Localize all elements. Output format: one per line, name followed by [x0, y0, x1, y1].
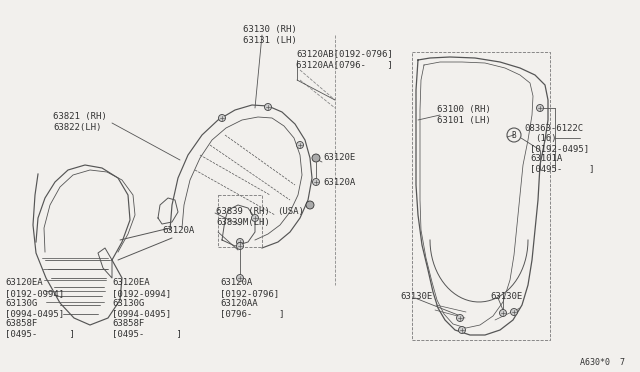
Text: 63130G: 63130G	[112, 299, 144, 308]
Text: 63858F: 63858F	[112, 319, 144, 328]
Text: 63130E: 63130E	[400, 292, 432, 301]
Text: 63120A: 63120A	[220, 278, 252, 287]
Text: 63120E: 63120E	[323, 153, 355, 162]
Circle shape	[499, 310, 506, 317]
Text: 63822(LH): 63822(LH)	[53, 123, 101, 132]
Text: (16): (16)	[535, 134, 557, 143]
Text: 63130G: 63130G	[5, 299, 37, 308]
Circle shape	[237, 243, 243, 250]
Text: 63101A: 63101A	[530, 154, 563, 163]
Circle shape	[306, 201, 314, 209]
Text: [0796-     ]: [0796- ]	[220, 309, 285, 318]
Text: [0192-0495]: [0192-0495]	[530, 144, 589, 153]
Text: 63100 (RH): 63100 (RH)	[437, 105, 491, 114]
Text: 08363-6122C: 08363-6122C	[524, 124, 583, 133]
Text: 63130 (RH): 63130 (RH)	[243, 25, 297, 34]
Circle shape	[312, 179, 319, 186]
Circle shape	[264, 103, 271, 110]
Circle shape	[252, 215, 259, 221]
Text: 63839 (RH): 63839 (RH)	[216, 207, 269, 216]
Circle shape	[456, 314, 463, 321]
Text: 63120EA: 63120EA	[5, 278, 43, 287]
Text: 63821 (RH): 63821 (RH)	[53, 112, 107, 121]
Text: [0495-     ]: [0495- ]	[530, 164, 595, 173]
Text: A630*0  7: A630*0 7	[580, 358, 625, 367]
Text: 63120EA: 63120EA	[112, 278, 150, 287]
Text: [0192-0994]: [0192-0994]	[5, 289, 64, 298]
Text: [0495-      ]: [0495- ]	[5, 329, 75, 338]
Text: B: B	[512, 131, 516, 140]
Text: 63101 (LH): 63101 (LH)	[437, 116, 491, 125]
Circle shape	[458, 327, 465, 334]
Text: 63839M(LH): 63839M(LH)	[216, 218, 269, 227]
Text: [0192-0796]: [0192-0796]	[220, 289, 279, 298]
Text: (USA): (USA)	[277, 207, 304, 216]
Circle shape	[536, 105, 543, 112]
Text: 63120AA[0796-    ]: 63120AA[0796- ]	[296, 60, 393, 69]
Text: [0495-      ]: [0495- ]	[112, 329, 182, 338]
Text: 63858F: 63858F	[5, 319, 37, 328]
Text: 63120AB[0192-0796]: 63120AB[0192-0796]	[296, 49, 393, 58]
Circle shape	[296, 141, 303, 148]
Text: [0192-0994]: [0192-0994]	[112, 289, 171, 298]
Text: 63120AA: 63120AA	[220, 299, 258, 308]
Circle shape	[237, 238, 243, 246]
Text: [0994-0495]: [0994-0495]	[112, 309, 171, 318]
Circle shape	[218, 115, 225, 122]
Text: 63120A: 63120A	[162, 226, 195, 235]
Circle shape	[237, 275, 243, 282]
Text: [0994-0495]: [0994-0495]	[5, 309, 64, 318]
Text: 63130E: 63130E	[490, 292, 522, 301]
Circle shape	[511, 308, 518, 315]
Text: 63120A: 63120A	[323, 178, 355, 187]
Text: 63131 (LH): 63131 (LH)	[243, 36, 297, 45]
Circle shape	[312, 154, 320, 162]
